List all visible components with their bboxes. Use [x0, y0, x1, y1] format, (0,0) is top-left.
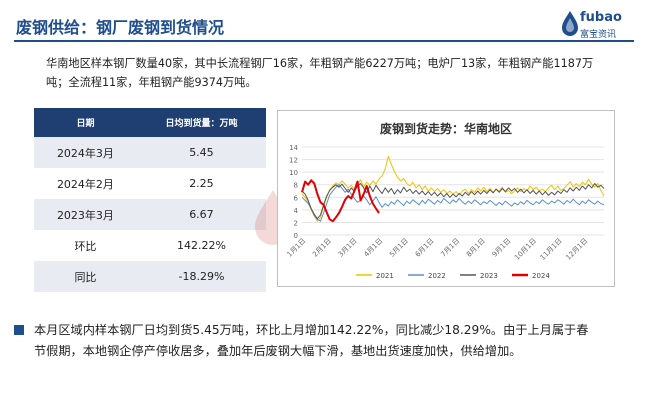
table-row: 同比 -18.29% [34, 261, 266, 292]
row-value-mom: 142.22% [136, 230, 266, 261]
y-tick-label: 0 [294, 232, 298, 240]
legend-label: 2021 [376, 272, 394, 280]
logo-subtitle: 富宝资讯 [580, 30, 617, 40]
x-tick-label: 2月1日 [311, 237, 333, 259]
y-tick-label: 2 [294, 219, 298, 227]
column-header-date: 日期 [34, 108, 137, 137]
x-tick-label: 3月1日 [337, 237, 359, 259]
x-tick-label: 6月1日 [414, 237, 436, 259]
intro-paragraph: 华南地区样本钢厂数量40家，其中长流程钢厂16家，年粗钢产能6227万吨；电炉厂… [46, 57, 594, 89]
series-line-2024 [301, 179, 380, 223]
legend-label: 2023 [480, 272, 498, 280]
x-tick-label: 12月1日 [564, 237, 589, 262]
bullet-square-icon [14, 325, 24, 335]
series-line-2023 [301, 183, 605, 220]
summary-text: 本月区域内样本钢厂日均到货5.45万吨，环比上月增加142.22%，同比减少18… [34, 323, 589, 358]
y-tick-label: 8 [294, 182, 298, 190]
x-tick-label: 4月1日 [362, 237, 384, 259]
x-tick-label: 11月1日 [539, 237, 564, 262]
row-label: 2023年3月 [34, 199, 137, 230]
table-row: 2024年2月 2.25 [34, 168, 266, 199]
row-label: 同比 [34, 261, 137, 292]
row-value-yoy: -18.29% [136, 261, 266, 292]
row-label: 环比 [34, 230, 137, 261]
series-line-2021 [301, 155, 605, 222]
x-tick-label: 8月1日 [465, 237, 487, 259]
column-header-daily-arrivals: 日均到货量：万吨 [136, 108, 266, 137]
arrivals-table: 日期 日均到货量：万吨 2024年3月 5.45 2024年2月 2.25 20… [34, 108, 266, 292]
y-tick-label: 10 [289, 169, 298, 177]
title-divider [14, 40, 634, 42]
row-label: 2024年2月 [34, 168, 137, 199]
table-header-row: 日期 日均到货量：万吨 [34, 108, 266, 137]
chart-title: 废钢到货走势：华南地区 [380, 121, 512, 136]
brand-logo: fubao 富宝资讯 [560, 8, 640, 42]
y-tick-label: 4 [294, 207, 299, 215]
x-tick-label: 1月1日 [286, 237, 308, 259]
legend-label: 2024 [532, 272, 550, 280]
legend-label: 2022 [428, 272, 446, 280]
table-row: 2024年3月 5.45 [34, 137, 266, 168]
chart-canvas: 废钢到货走势：华南地区 0 2 4 6 8 10 12 14 1月1日 2月1日 3月1日 4月1日 5月… [286, 121, 605, 280]
logo-wordmark: fubao [580, 10, 622, 25]
x-tick-label: 9月1日 [491, 237, 513, 259]
page-title: 废钢供给：钢厂废钢到货情况 [16, 18, 225, 37]
summary-paragraph: 本月区域内样本钢厂日均到货5.45万吨，环比上月增加142.22%，同比减少18… [14, 320, 594, 362]
series-line-2022 [301, 184, 605, 222]
row-value: 6.67 [136, 199, 266, 230]
row-value: 5.45 [136, 137, 266, 168]
x-tick-label: 7月1日 [439, 237, 461, 259]
table-row: 环比 142.22% [34, 230, 266, 261]
row-label: 2024年3月 [34, 137, 137, 168]
fubao-drop-icon [562, 11, 578, 36]
row-value: 2.25 [136, 168, 266, 199]
x-tick-label: 10月1日 [513, 237, 538, 262]
y-tick-label: 6 [294, 194, 299, 202]
y-tick-label: 14 [289, 144, 298, 152]
y-tick-label: 12 [289, 157, 298, 165]
x-tick-label: 5月1日 [388, 237, 410, 259]
line-chart: 废钢到货走势：华南地区 0 2 4 6 8 10 12 14 1月1日 2月1日 3月1日 4月1日 5月… [277, 110, 615, 287]
table-row: 2023年3月 6.67 [34, 199, 266, 230]
